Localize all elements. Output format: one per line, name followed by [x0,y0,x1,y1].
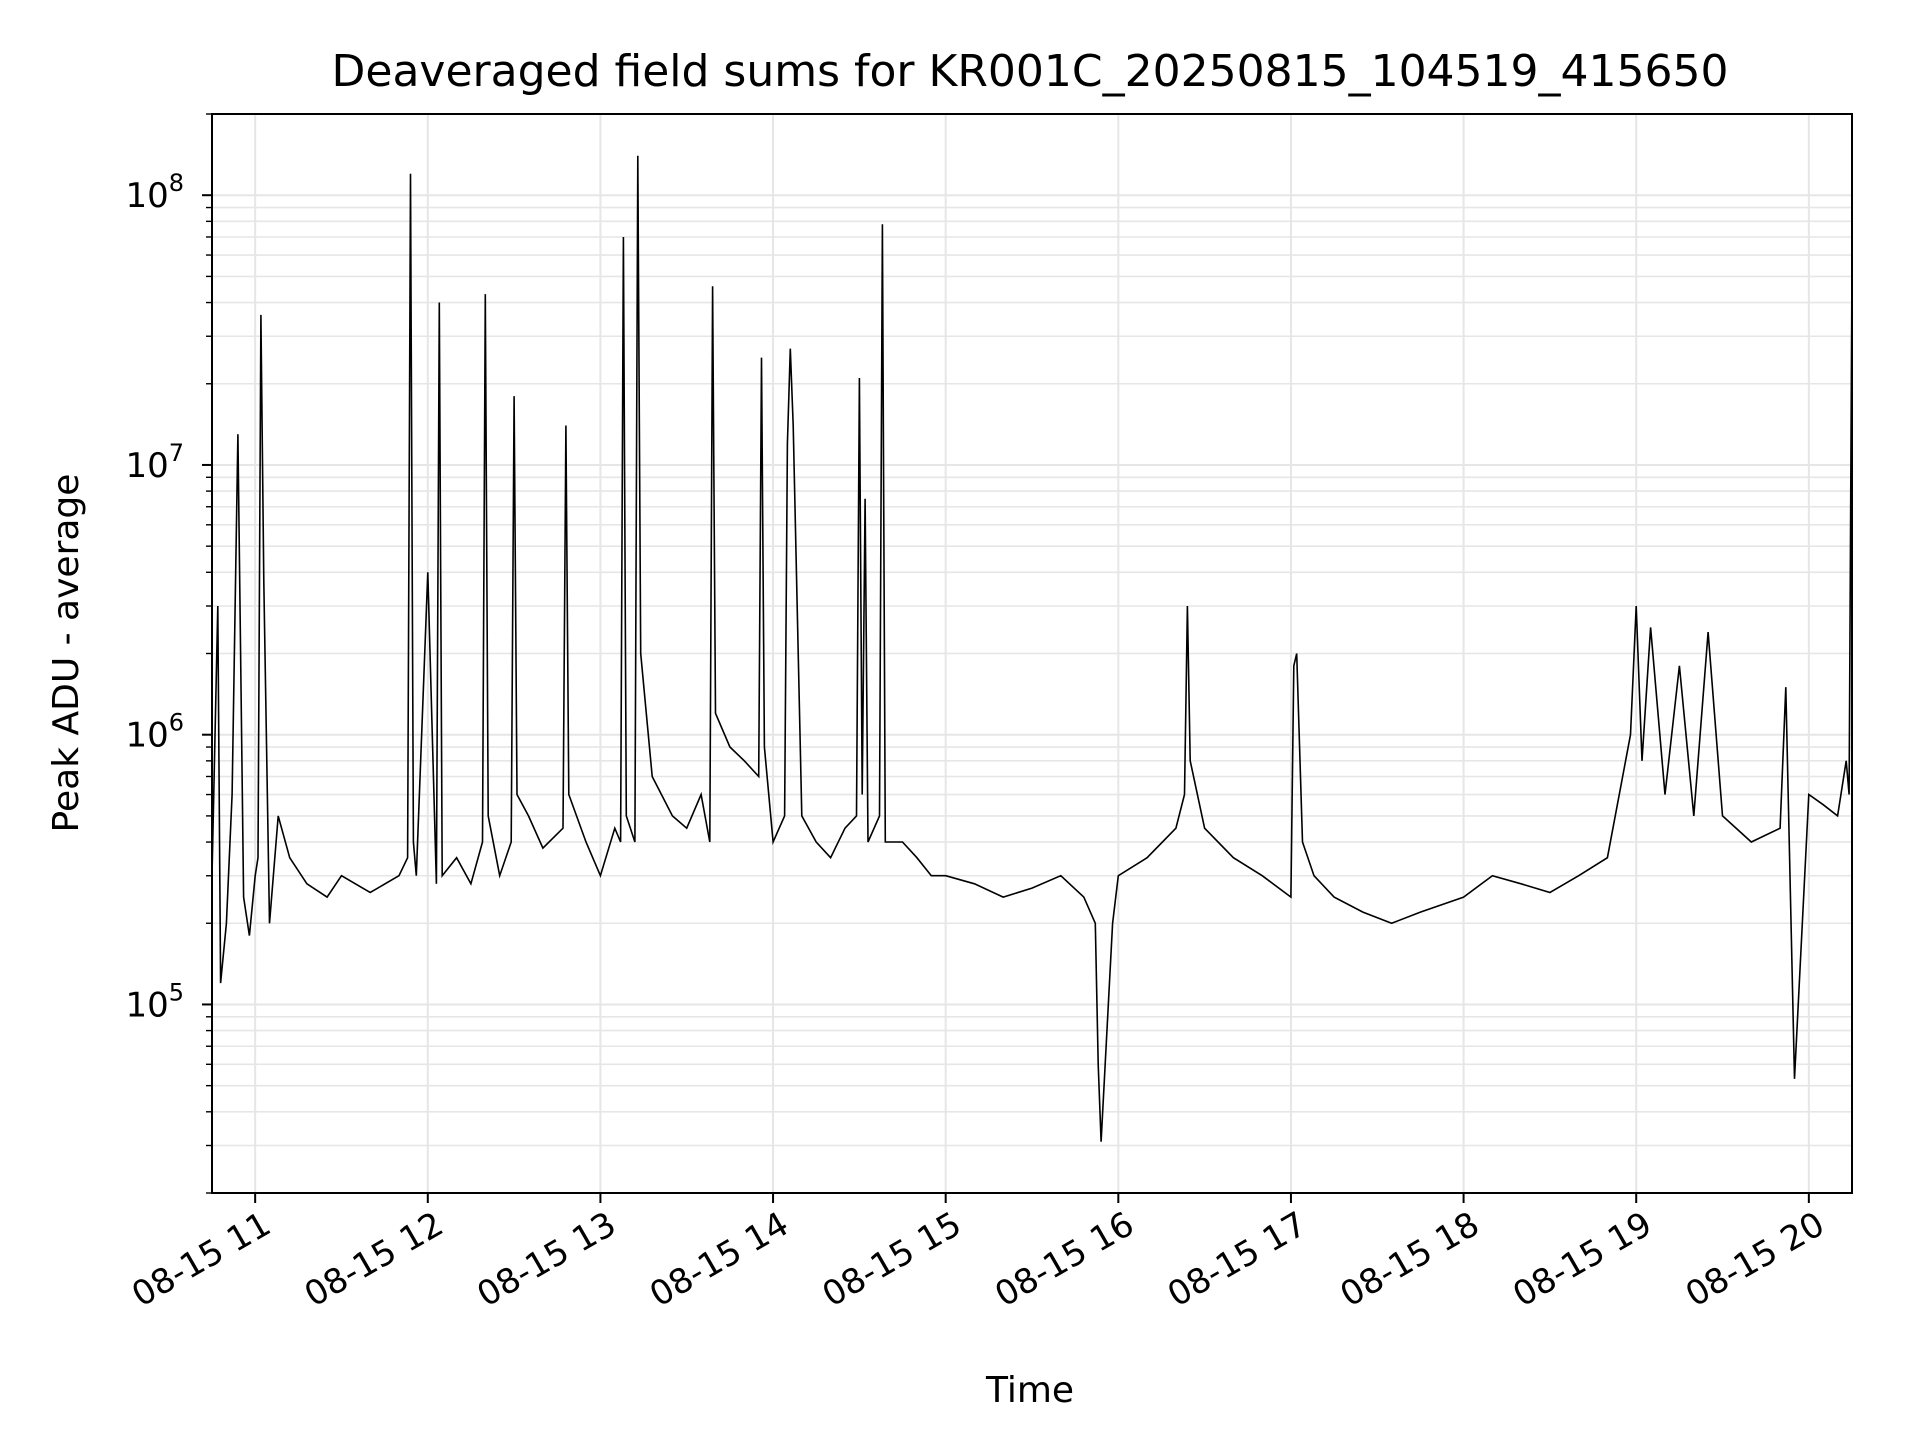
y-tick-label-base: 10 [125,985,168,1025]
y-tick-label: 107 [125,439,184,486]
y-tick-label-base: 10 [125,176,168,216]
y-tick-label-base: 10 [125,716,168,756]
chart-title: Deaveraged field sums for KR001C_2025081… [332,46,1729,97]
y-tick-label: 105 [125,978,184,1025]
y-tick-label-exponent: 8 [169,169,184,197]
y-tick-label-exponent: 5 [169,978,184,1006]
y-axis-label: Peak ADU - average [46,474,87,833]
x-axis-label: Time [985,1370,1074,1411]
y-tick-label: 106 [125,709,184,756]
y-tick-label: 108 [125,169,184,216]
series-line [211,155,1853,1142]
series-layer [211,155,1853,1142]
y-tick-label-base: 10 [125,446,168,486]
y-tick-label-exponent: 7 [169,439,184,467]
grid-layer [212,113,1852,1194]
y-tick-label-exponent: 6 [169,709,184,737]
